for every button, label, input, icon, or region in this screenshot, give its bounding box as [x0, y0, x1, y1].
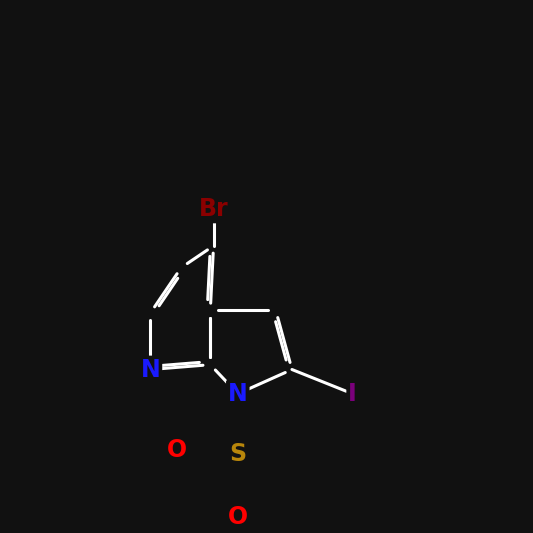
Text: S: S	[229, 442, 246, 466]
Text: O: O	[228, 505, 248, 529]
Text: N: N	[141, 358, 160, 382]
Text: Br: Br	[199, 197, 228, 221]
Text: I: I	[348, 382, 357, 406]
Text: N: N	[228, 382, 248, 406]
Text: O: O	[167, 438, 187, 462]
